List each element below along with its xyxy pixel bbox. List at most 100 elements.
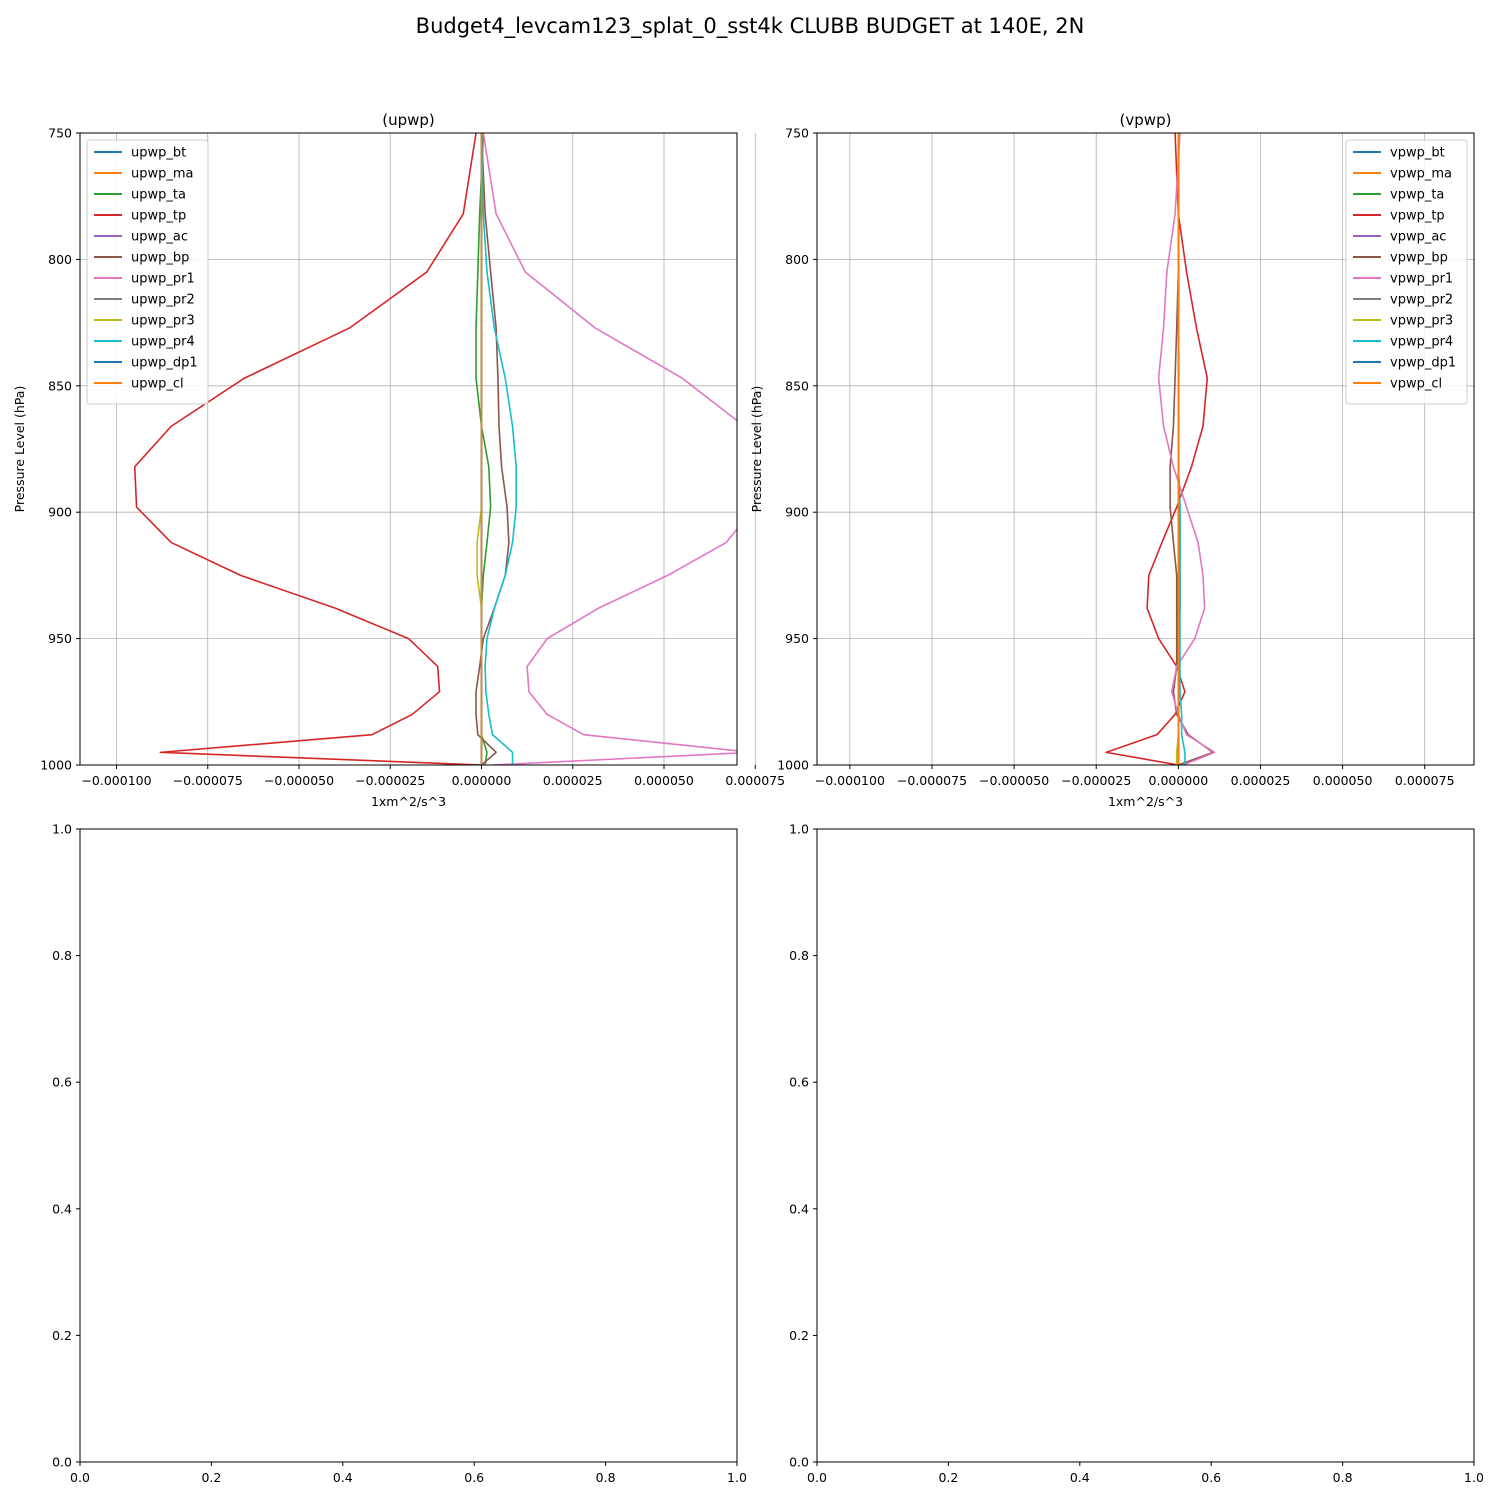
legend-label: upwp_bp: [131, 251, 189, 266]
y-tick-label: 750: [785, 126, 809, 141]
x-tick-label: 0.000075: [1395, 773, 1455, 788]
legend-label: vpwp_pr3: [1390, 314, 1453, 329]
legend-label: vpwp_ac: [1390, 230, 1446, 245]
axes-frame: [816, 828, 1475, 1463]
legend-label: vpwp_pr2: [1390, 293, 1453, 308]
y-tick-label: 0.2: [789, 1328, 809, 1343]
x-tick-label: 0.000050: [634, 773, 694, 788]
legend-label: vpwp_cl: [1390, 377, 1442, 392]
x-tick-label: 0.000025: [1231, 773, 1291, 788]
y-tick-label: 0.2: [52, 1328, 72, 1343]
y-tick-label: 1000: [777, 758, 809, 773]
legend-label: upwp_pr4: [131, 335, 195, 350]
axes-1: −0.000100 −0.000075 −0.000050 −0.000025 0.00…: [12, 111, 785, 809]
legend-label: upwp_ta: [131, 188, 186, 203]
legend: vpwp_bt vpwp_ma vpwp_ta vpwp_tp vpwp_ac vpwp_…: [1345, 139, 1468, 405]
series-line-vpwp_tp: [1105, 133, 1209, 765]
y-tick-label: 0.8: [789, 948, 809, 963]
legend-label: vpwp_dp1: [1390, 356, 1456, 371]
legend-label: vpwp_bp: [1390, 251, 1448, 266]
x-tick-label: −0.000075: [173, 773, 243, 788]
y-tick-label: 800: [48, 252, 72, 267]
y-tick-label: 0.4: [52, 1201, 72, 1216]
series-line-upwp_pr4: [480, 133, 517, 765]
legend-label: vpwp_pr1: [1390, 272, 1453, 287]
series-line-upwp_tp: [133, 133, 482, 765]
x-tick-label: 0.000000: [452, 773, 512, 788]
y-tick-label: 800: [785, 252, 809, 267]
y-tick-label: 0.6: [789, 1075, 809, 1090]
legend-label: upwp_ma: [131, 167, 194, 182]
legend-label: upwp_pr2: [131, 293, 195, 308]
x-tick-label: 0.000025: [543, 773, 603, 788]
x-tick-label: 1.0: [727, 1470, 747, 1485]
y-axis-label: Pressure Level (hPa): [749, 386, 764, 513]
x-tick-label: −0.000050: [264, 773, 334, 788]
y-tick-label: 950: [48, 631, 72, 646]
y-tick-label: 850: [785, 378, 809, 393]
y-tick-label: 750: [48, 126, 72, 141]
x-tick-label: 0.2: [201, 1470, 221, 1485]
y-tick-label: 900: [48, 505, 72, 520]
y-tick-label: 0.0: [789, 1455, 809, 1470]
legend-label: vpwp_ma: [1390, 167, 1452, 182]
y-axis-label: Pressure Level (hPa): [12, 386, 27, 513]
x-tick-label: 0.000050: [1313, 773, 1373, 788]
y-tick-label: 0.8: [52, 948, 72, 963]
legend-box: [86, 139, 209, 405]
legend-label: upwp_tp: [131, 209, 186, 224]
series-line-upwp_bp: [475, 133, 510, 765]
axes-3: 0.0 0.2 0.4 0.6 0.8 1.0 0.0 0.2 0.4 0.6 0.8 1.0: [52, 822, 747, 1486]
x-tick-label: −0.000025: [1061, 773, 1131, 788]
axes-2: −0.000100 −0.000075 −0.000050 −0.000025 0.00…: [749, 111, 1475, 809]
x-tick-label: 1.0: [1464, 1470, 1484, 1485]
legend-label: upwp_bt: [131, 146, 186, 161]
y-tick-label: 0.6: [52, 1075, 72, 1090]
x-tick-label: 0.8: [596, 1470, 616, 1485]
x-tick-label: 0.000075: [725, 773, 785, 788]
y-tick-label: 1.0: [52, 822, 72, 837]
y-tick-label: 950: [785, 631, 809, 646]
x-tick-label: 0.6: [1201, 1470, 1221, 1485]
legend-box: [1345, 139, 1468, 405]
axes-frame: [79, 828, 738, 1463]
series-line-upwp_pr1: [482, 133, 737, 765]
x-tick-label: 0.4: [1070, 1470, 1090, 1485]
y-tick-label: 1000: [40, 758, 72, 773]
series-group: [133, 133, 737, 765]
y-tick-label: 850: [48, 378, 72, 393]
legend-label: vpwp_pr4: [1390, 335, 1453, 350]
legend-label: vpwp_tp: [1390, 209, 1445, 224]
x-tick-label: 0.6: [464, 1470, 484, 1485]
legend-label: upwp_ac: [131, 230, 188, 245]
y-tick-label: 0.4: [789, 1201, 809, 1216]
x-tick-label: 0.8: [1333, 1470, 1353, 1485]
x-tick-label: 0.0: [807, 1470, 827, 1485]
x-tick-label: −0.000025: [355, 773, 425, 788]
legend-label: upwp_pr3: [131, 314, 195, 329]
x-tick-label: −0.000100: [815, 773, 885, 788]
axes-frame: [79, 132, 738, 766]
legend: upwp_bt upwp_ma upwp_ta upwp_tp upwp_ac upwp_…: [86, 139, 209, 405]
axes-4: 0.0 0.2 0.4 0.6 0.8 1.0 0.0 0.2 0.4 0.6 0.8 1.0: [789, 822, 1484, 1486]
legend-label: vpwp_ta: [1390, 188, 1444, 203]
x-tick-label: 0.4: [333, 1470, 353, 1485]
x-tick-label: −0.000050: [979, 773, 1049, 788]
x-tick-label: −0.000100: [81, 773, 151, 788]
figure-title: Budget4_levcam123_splat_0_sst4k CLUBB BU…: [415, 14, 1085, 38]
x-axis-label: 1xm^2/s^3: [1108, 794, 1183, 809]
series-group: [1105, 133, 1216, 765]
y-tick-label: 0.0: [52, 1455, 72, 1470]
y-tick-label: 1.0: [789, 822, 809, 837]
axes-title: (upwp): [382, 111, 435, 129]
series-line-upwp_ta: [475, 133, 492, 765]
legend-label: upwp_dp1: [131, 356, 198, 371]
series-line-vpwp_pr1: [1157, 133, 1216, 765]
legend-label: vpwp_bt: [1390, 146, 1445, 161]
legend-label: upwp_pr1: [131, 272, 195, 287]
x-tick-label: −0.000075: [897, 773, 967, 788]
x-tick-label: 0.000000: [1149, 773, 1209, 788]
x-tick-label: 0.2: [938, 1470, 958, 1485]
